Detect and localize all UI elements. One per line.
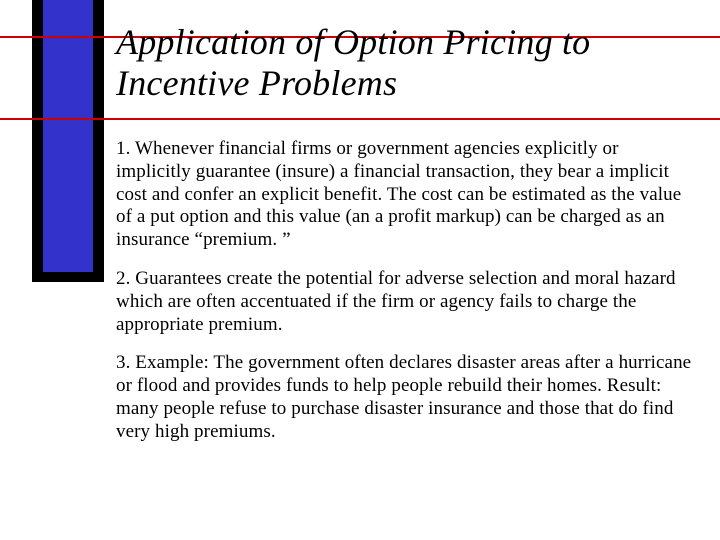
title-rule-bottom (0, 118, 720, 120)
paragraph-1: 1. Whenever financial firms or governmen… (116, 138, 692, 252)
slide-body: 1. Whenever financial firms or governmen… (116, 138, 692, 444)
paragraph-2: 2. Guarantees create the potential for a… (116, 268, 692, 336)
slide: Application of Option Pricing to Incenti… (0, 0, 720, 540)
slide-title: Application of Option Pricing to Incenti… (116, 22, 706, 105)
accent-bar-inner (43, 0, 93, 272)
paragraph-3: 3. Example: The government often declare… (116, 352, 692, 443)
